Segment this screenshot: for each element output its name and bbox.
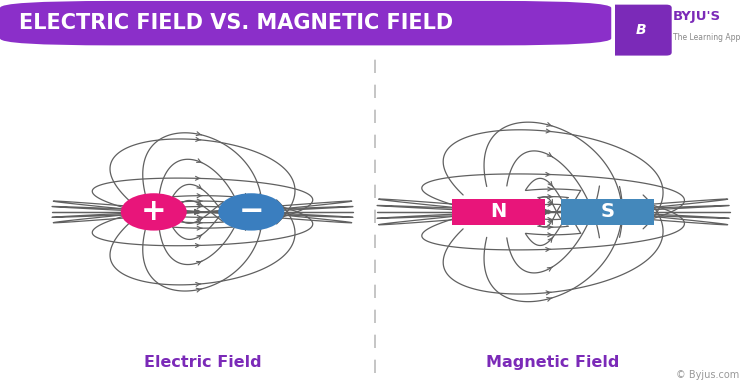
FancyBboxPatch shape — [561, 199, 654, 225]
Text: The Learning App: The Learning App — [673, 32, 740, 42]
Text: ELECTRIC FIELD VS. MAGNETIC FIELD: ELECTRIC FIELD VS. MAGNETIC FIELD — [19, 13, 453, 33]
Text: +: + — [141, 197, 166, 227]
Text: −: − — [238, 197, 264, 227]
FancyBboxPatch shape — [0, 1, 611, 46]
FancyBboxPatch shape — [452, 199, 545, 225]
Text: B: B — [635, 23, 646, 37]
Text: © Byjus.com: © Byjus.com — [676, 370, 739, 380]
Text: S: S — [601, 202, 614, 222]
Circle shape — [218, 193, 284, 230]
Text: Electric Field: Electric Field — [144, 355, 261, 370]
FancyBboxPatch shape — [610, 5, 672, 56]
Text: BYJU'S: BYJU'S — [673, 10, 722, 23]
Text: N: N — [490, 202, 507, 222]
Text: Magnetic Field: Magnetic Field — [487, 355, 620, 370]
Circle shape — [121, 193, 187, 230]
